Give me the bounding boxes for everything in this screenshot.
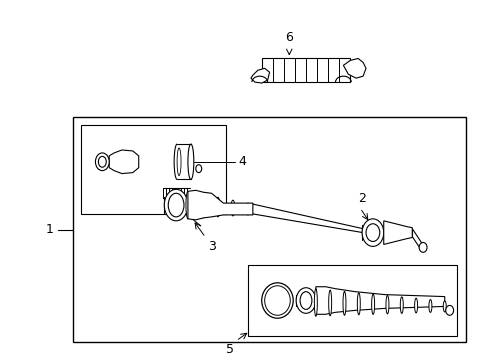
Polygon shape (343, 58, 366, 78)
Ellipse shape (400, 297, 403, 313)
Bar (247, 265, 456, 336)
Ellipse shape (445, 305, 453, 315)
Ellipse shape (300, 292, 311, 309)
Bar (261, 58, 349, 82)
Polygon shape (109, 150, 139, 174)
Ellipse shape (296, 288, 315, 313)
Ellipse shape (177, 148, 181, 176)
Ellipse shape (361, 219, 383, 246)
Polygon shape (383, 221, 411, 244)
Ellipse shape (216, 197, 220, 217)
Ellipse shape (371, 294, 374, 314)
Ellipse shape (314, 289, 317, 316)
Text: 3: 3 (207, 240, 215, 253)
Text: 1: 1 (45, 223, 53, 236)
Bar (81, 125, 226, 214)
Polygon shape (250, 68, 269, 83)
Text: 4: 4 (238, 155, 245, 168)
Polygon shape (187, 190, 252, 220)
Ellipse shape (414, 298, 417, 313)
Ellipse shape (98, 156, 106, 167)
Ellipse shape (261, 283, 293, 318)
Text: 5: 5 (226, 343, 234, 356)
Polygon shape (315, 287, 444, 314)
Ellipse shape (245, 203, 249, 215)
Ellipse shape (201, 194, 204, 218)
Ellipse shape (385, 296, 388, 314)
Ellipse shape (328, 290, 331, 316)
Ellipse shape (195, 165, 201, 172)
Ellipse shape (164, 189, 187, 221)
Ellipse shape (428, 300, 431, 312)
Ellipse shape (357, 293, 360, 315)
Ellipse shape (230, 200, 234, 216)
Ellipse shape (366, 224, 379, 242)
Ellipse shape (418, 243, 426, 252)
Bar (73, 117, 466, 342)
Ellipse shape (185, 191, 189, 219)
Ellipse shape (95, 153, 109, 171)
Ellipse shape (264, 286, 290, 315)
Text: 6: 6 (285, 31, 293, 44)
Text: 2: 2 (357, 192, 366, 205)
Ellipse shape (442, 301, 446, 312)
Ellipse shape (342, 292, 345, 315)
Ellipse shape (168, 193, 183, 217)
Ellipse shape (187, 144, 193, 180)
